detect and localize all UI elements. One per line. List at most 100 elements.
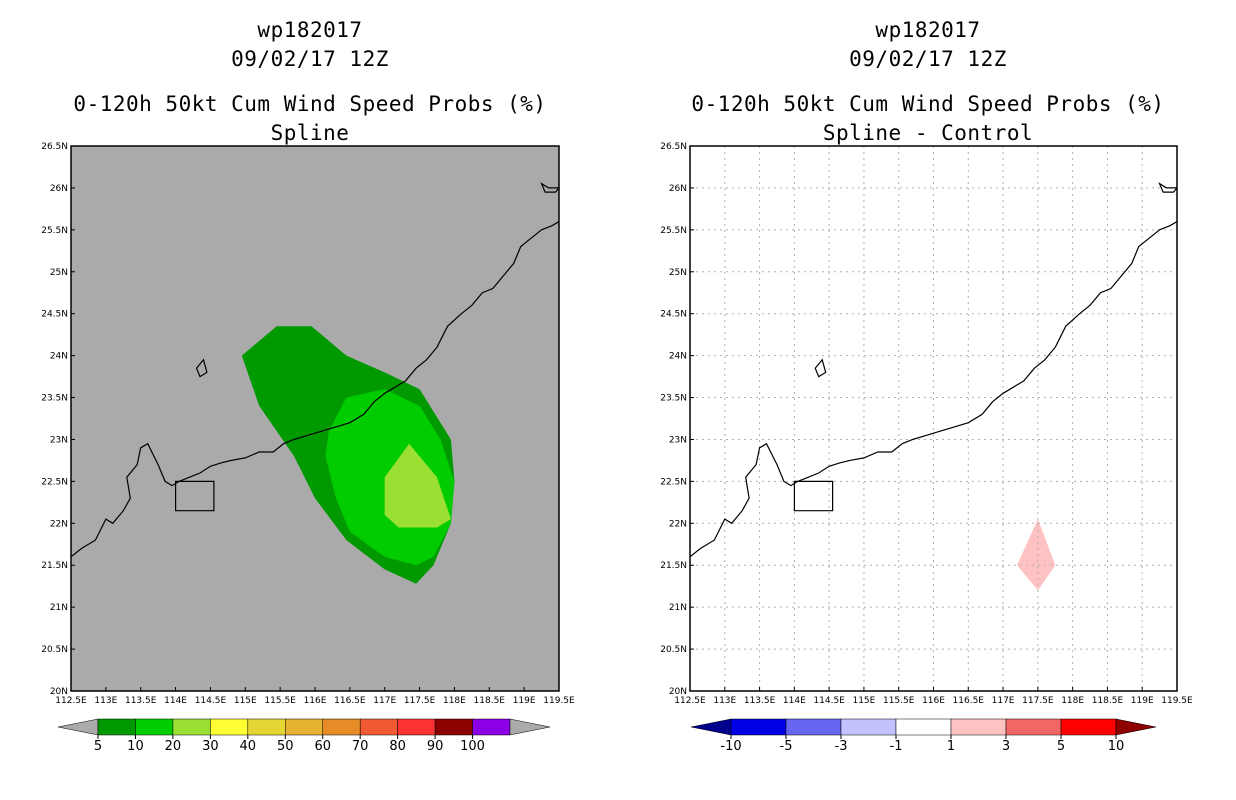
contour-1-fill xyxy=(1017,519,1056,591)
colorbar-label: -10 xyxy=(720,739,741,754)
colorbar-over-arrow xyxy=(509,718,551,736)
x-tick-label: 117E xyxy=(992,696,1015,706)
x-tick-label: 118E xyxy=(1061,696,1084,706)
y-tick-label: 20N xyxy=(669,687,687,697)
x-tick-label: 118E xyxy=(443,696,466,706)
x-tick-label: 117E xyxy=(373,696,396,706)
right-datetime: 09/02/17 12Z xyxy=(849,47,1007,71)
y-tick-label: 24.5N xyxy=(41,310,68,320)
difference-map-panel: 112.5E 113E 113.5E 114E 114.5E 115E 115.5E 116E… xyxy=(660,142,1193,754)
coastline xyxy=(690,220,1177,558)
right-title: 0-120h 50kt Cum Wind Speed Probs (%) xyxy=(691,92,1165,116)
colorbar-label: 100 xyxy=(460,739,485,754)
colorbar-segment xyxy=(840,718,897,736)
island-outline xyxy=(1158,182,1177,193)
y-tick-label: 24N xyxy=(669,352,687,362)
colorbar-segment xyxy=(895,718,952,736)
left-subtitle: Spline xyxy=(270,121,350,145)
x-tick-label: 116.5E xyxy=(953,696,985,706)
y-tick-label: 23N xyxy=(669,435,687,445)
x-tick-label: 119E xyxy=(1131,696,1154,706)
colorbar-label: 5 xyxy=(94,739,102,754)
y-tick-label: 24N xyxy=(50,352,68,362)
colorbar-over-arrow xyxy=(1115,718,1157,736)
colorbar-label: 90 xyxy=(427,739,444,754)
y-tick-label: 20.5N xyxy=(41,645,68,655)
colorbar-label: 30 xyxy=(202,739,219,754)
colorbar-segment xyxy=(172,718,211,736)
colorbar-segment xyxy=(285,718,323,736)
colorbar-label: 80 xyxy=(389,739,406,754)
colorbar-label: -3 xyxy=(835,739,848,754)
colorbar-label: 3 xyxy=(1002,739,1010,754)
right-panel-title: wp182017 09/02/17 12Z 0-120h 50kt Cum Wi… xyxy=(648,16,1208,148)
x-tick-label: 113E xyxy=(94,696,117,706)
island-outline xyxy=(195,358,208,378)
right-subtitle: Spline - Control xyxy=(822,121,1034,145)
colorbar-label: 20 xyxy=(165,739,182,754)
x-tick-label: 112.5E xyxy=(55,696,87,706)
y-tick-label: 24.5N xyxy=(660,310,687,320)
right-storm-id: wp182017 xyxy=(875,18,981,42)
x-tick-label: 116E xyxy=(922,696,945,706)
colorbar-segment xyxy=(785,718,842,736)
left-datetime: 09/02/17 12Z xyxy=(231,47,389,71)
y-tick-label: 21N xyxy=(50,603,68,613)
colorbar-label: 10 xyxy=(1108,739,1125,754)
hong-kong-box xyxy=(175,480,215,512)
y-tick-label: 23.5N xyxy=(660,394,687,404)
x-tick-label: 113.5E xyxy=(125,696,157,706)
y-tick-label: 25N xyxy=(669,268,687,278)
y-tick-label: 25.5N xyxy=(41,226,68,236)
y-tick-label: 21N xyxy=(669,603,687,613)
x-tick-label: 119E xyxy=(513,696,536,706)
coastline xyxy=(71,220,559,558)
left-storm-id: wp182017 xyxy=(257,18,363,42)
x-tick-label: 115E xyxy=(234,696,257,706)
spline-map-panel: 112.5E 113E 113.5E 114E 114.5E 115E 115.5E 116E… xyxy=(41,142,575,754)
x-tick-label: 114.5E xyxy=(195,696,227,706)
y-tick-label: 22.5N xyxy=(41,477,68,487)
x-tick-label: 115E xyxy=(852,696,875,706)
x-tick-label: 114.5E xyxy=(813,696,845,706)
y-tick-label: 26N xyxy=(50,184,68,194)
colorbar-segment xyxy=(1005,718,1062,736)
x-tick-label: 118.5E xyxy=(474,696,506,706)
colorbar-label: -5 xyxy=(780,739,793,754)
x-tick-label: 115.5E xyxy=(883,696,915,706)
colorbar-label: 10 xyxy=(127,739,144,754)
y-tick-label: 25N xyxy=(50,268,68,278)
y-tick-label: 20.5N xyxy=(660,645,687,655)
y-tick-label: 21.5N xyxy=(41,561,68,571)
y-tick-label: 22.5N xyxy=(660,477,687,487)
colorbar-segment xyxy=(397,718,436,736)
x-tick-label: 116.5E xyxy=(334,696,366,706)
colorbar-segment xyxy=(434,718,473,736)
colorbar-label: 70 xyxy=(352,739,369,754)
y-tick-label: 21.5N xyxy=(660,561,687,571)
x-tick-label: 117.5E xyxy=(404,696,436,706)
colorbar-segment xyxy=(322,718,361,736)
y-tick-label: 22N xyxy=(669,519,687,529)
map-content xyxy=(690,146,1177,691)
colorbar-label: 60 xyxy=(314,739,331,754)
x-tick-label: 118.5E xyxy=(1092,696,1124,706)
colorbar-segment xyxy=(97,718,136,736)
x-tick-label: 116E xyxy=(304,696,327,706)
island-outline xyxy=(814,358,827,378)
y-tick-label: 25.5N xyxy=(660,226,687,236)
colorbar-segment xyxy=(1060,718,1117,736)
x-tick-label: 117.5E xyxy=(1022,696,1054,706)
colorbar-segment xyxy=(950,718,1007,736)
colorbar-label: 50 xyxy=(277,739,294,754)
y-tick-label: 26N xyxy=(669,184,687,194)
x-tick-label: 112.5E xyxy=(674,696,706,706)
hong-kong-box xyxy=(793,480,834,512)
colorbar-label: -1 xyxy=(890,739,903,754)
y-tick-label: 26.5N xyxy=(660,142,687,152)
y-tick-label: 26.5N xyxy=(41,142,68,152)
colorbar-segment xyxy=(359,718,398,736)
island-outline xyxy=(540,182,559,193)
colorbar-under-arrow xyxy=(57,718,99,736)
